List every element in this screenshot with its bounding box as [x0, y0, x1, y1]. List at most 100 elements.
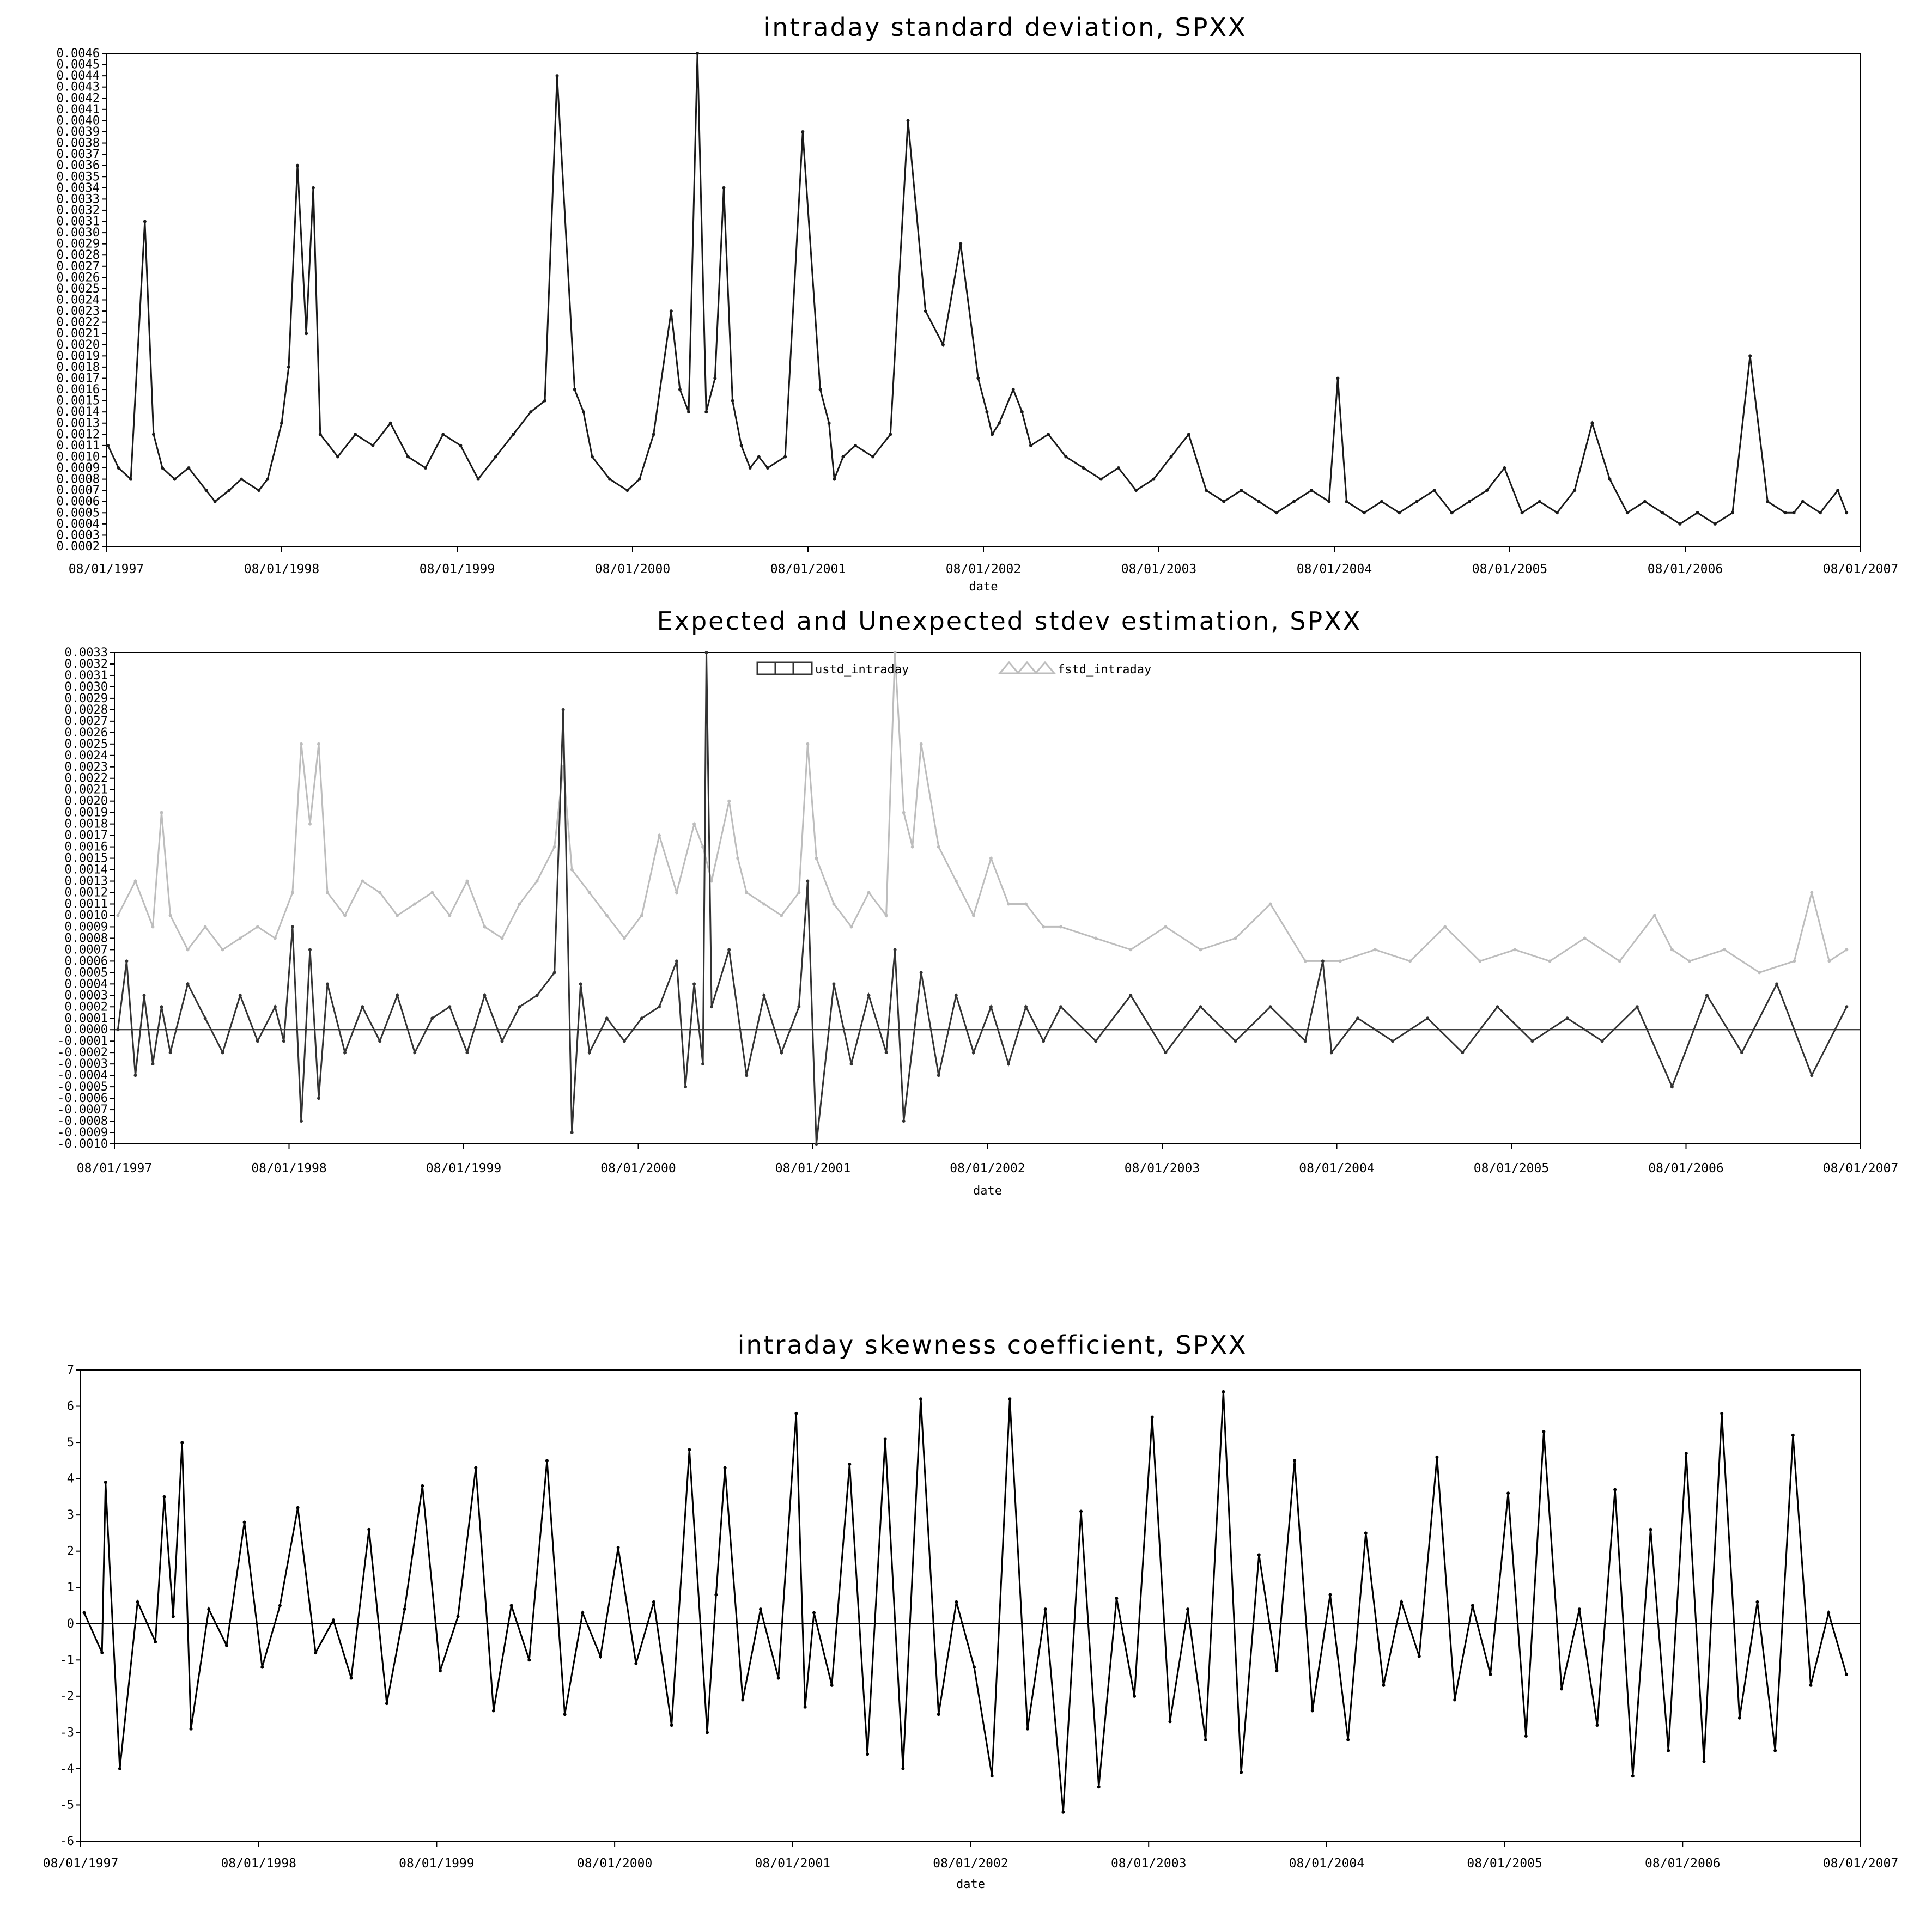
legend: ustd_intraday fstd_intraday — [756, 661, 1151, 677]
data-point — [1006, 1062, 1010, 1066]
y-tick-label: 0.0039 — [57, 125, 100, 139]
data-point — [1755, 1600, 1759, 1604]
y-tick-label: 6 — [67, 1400, 74, 1414]
y-tick-label: 0.0033 — [57, 192, 100, 206]
chart-title: intraday skewness coefficient, SPXX — [738, 1330, 1248, 1360]
data-point — [1164, 1051, 1168, 1055]
data-point — [1329, 1051, 1333, 1055]
data-point — [1042, 1039, 1046, 1043]
data-point — [803, 1705, 807, 1709]
data-point — [1844, 1672, 1848, 1676]
data-point — [937, 845, 940, 849]
data-point — [1415, 500, 1419, 503]
data-point — [1720, 1411, 1724, 1415]
data-point — [500, 1039, 504, 1043]
data-point — [545, 1459, 549, 1463]
y-tick-label: -0.0009 — [57, 1126, 108, 1140]
data-point — [82, 1611, 86, 1615]
x-tick-label: 08/01/1997 — [69, 562, 144, 576]
data-point — [1400, 1600, 1404, 1604]
y-tick-label: 0.0008 — [65, 931, 108, 945]
y-tick-label: 0.0033 — [65, 646, 108, 660]
data-point — [902, 811, 906, 814]
data-point — [853, 443, 857, 447]
data-point — [242, 1520, 246, 1524]
data-point — [282, 1039, 285, 1043]
y-tick-label: 0.0045 — [57, 58, 100, 72]
data-point — [1310, 489, 1314, 492]
data-point — [1792, 511, 1796, 515]
data-point — [295, 163, 299, 167]
data-point — [317, 1097, 320, 1100]
data-point — [1542, 1430, 1546, 1434]
data-point — [1257, 500, 1261, 503]
data-point — [1082, 466, 1085, 470]
x-tick-label: 08/01/1997 — [43, 1856, 118, 1871]
y-tick-label: 0.0014 — [57, 405, 100, 419]
data-point — [512, 433, 515, 436]
x-tick-label: 08/01/2007 — [1823, 562, 1898, 576]
data-point — [465, 879, 469, 883]
data-point — [748, 466, 752, 470]
y-tick-label: -2 — [60, 1690, 75, 1703]
y-tick-label: 0.0014 — [65, 863, 108, 877]
data-point — [406, 455, 410, 459]
data-point — [173, 477, 177, 481]
data-point — [187, 466, 191, 470]
data-point — [1827, 1611, 1831, 1615]
y-tick-label: -0.0007 — [57, 1103, 108, 1117]
data-point — [971, 914, 975, 917]
data-point — [1133, 1694, 1137, 1698]
data-point — [625, 489, 629, 492]
y-tick-label: 0.0038 — [57, 137, 100, 150]
data-point — [937, 1074, 940, 1077]
x-tick-label: 08/01/2000 — [600, 1161, 676, 1176]
data-point — [884, 1051, 888, 1055]
x-tick-label: 08/01/2000 — [595, 562, 670, 576]
data-point — [1631, 1774, 1635, 1778]
data-point — [1625, 511, 1629, 515]
data-point — [1275, 1669, 1279, 1673]
data-point — [1099, 477, 1103, 481]
data-point — [1024, 902, 1028, 906]
plot-frame — [114, 652, 1861, 1144]
y-tick-label: 0.0002 — [65, 1000, 108, 1014]
y-tick-label: -4 — [60, 1762, 75, 1776]
data-point — [762, 994, 766, 997]
data-point — [203, 1016, 207, 1020]
data-point — [1303, 1039, 1307, 1043]
y-tick-label: 0.0031 — [65, 669, 108, 683]
y-tick-label: 0.0006 — [57, 495, 100, 509]
data-point — [527, 1658, 531, 1662]
fstd_intraday-line — [117, 652, 1848, 973]
data-point — [692, 822, 696, 826]
y-tick-label: 7 — [67, 1363, 74, 1377]
data-point — [867, 891, 871, 894]
data-point — [1150, 1415, 1154, 1419]
data-point — [637, 477, 641, 481]
data-point — [367, 1527, 371, 1531]
data-point — [758, 1607, 762, 1611]
y-tick-label: 0.0026 — [57, 271, 100, 284]
data-point — [168, 1051, 172, 1055]
data-point — [221, 1051, 224, 1055]
data-point — [1573, 489, 1577, 492]
data-point — [129, 477, 133, 481]
data-point — [106, 443, 110, 447]
y-tick-label: 0.0019 — [65, 806, 108, 820]
data-point — [535, 879, 539, 883]
y-tick-label: 0.0002 — [57, 540, 100, 553]
data-point — [605, 914, 609, 917]
y-tick-label: -5 — [60, 1798, 75, 1812]
y-tick-label: 0.0026 — [65, 726, 108, 740]
data-point — [1649, 1527, 1652, 1531]
data-point — [723, 1466, 727, 1470]
x-tick-label: 08/01/1997 — [77, 1161, 152, 1176]
data-point — [657, 833, 661, 837]
data-point — [500, 936, 504, 940]
data-point — [1391, 1039, 1395, 1043]
y-tick-label: 0.0041 — [57, 103, 100, 117]
data-point — [448, 1005, 452, 1009]
data-point — [1696, 511, 1699, 515]
data-point — [634, 1661, 638, 1665]
